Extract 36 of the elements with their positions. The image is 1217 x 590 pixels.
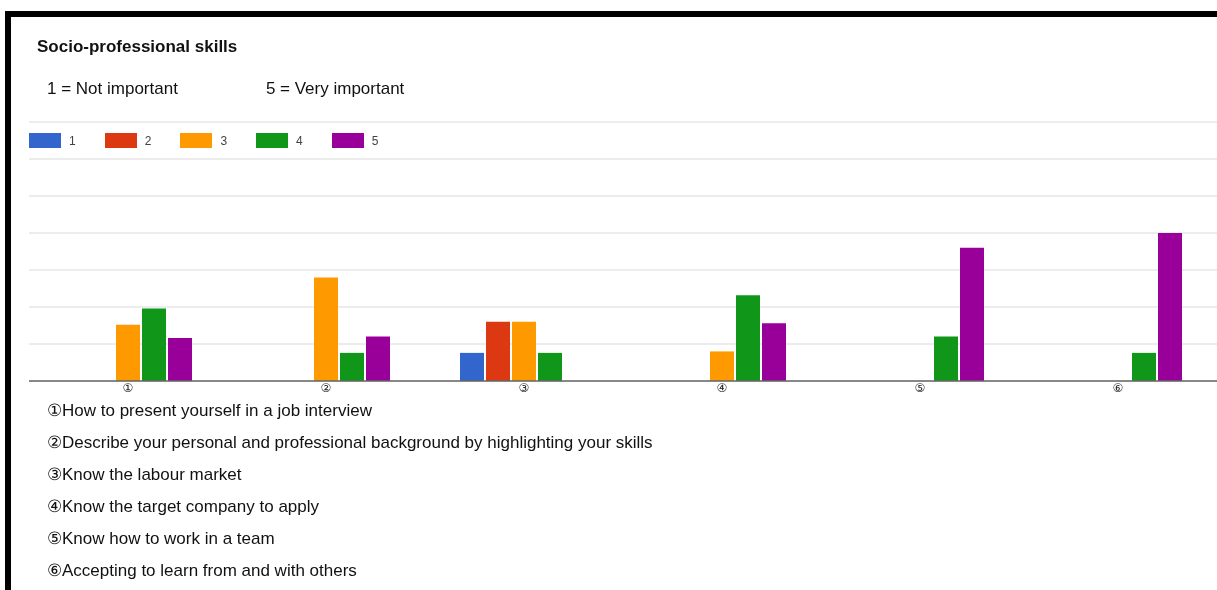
- x-tick-label: ③: [518, 380, 530, 395]
- legend-label: 1: [69, 133, 76, 148]
- bar: [538, 352, 562, 381]
- legend-label: 5: [371, 133, 379, 148]
- text: ②Describe your personal and professional background by highlighting your skills: [47, 432, 653, 454]
- bar: [460, 352, 484, 381]
- bar: [1132, 352, 1156, 381]
- bar: [736, 295, 760, 381]
- x-tick-label: ④: [716, 380, 728, 395]
- chart-title: Socio-professional skills: [37, 37, 238, 57]
- text: ⑥Accepting to learn from and with others: [47, 560, 358, 582]
- bar: [314, 277, 338, 381]
- bar: [366, 336, 390, 381]
- x-tick-label: ②: [320, 380, 332, 395]
- bar: [934, 336, 958, 381]
- bar: [1158, 233, 1182, 381]
- bar: [340, 352, 364, 381]
- bar: [486, 321, 510, 381]
- bar: [960, 247, 984, 381]
- legend-label: 2: [144, 133, 152, 148]
- x-tick-label: ①: [122, 380, 134, 395]
- bar: [168, 338, 192, 381]
- bar: [142, 308, 166, 381]
- text: ①How to present yourself in a job interview: [47, 400, 373, 422]
- text: ④Know the target company to apply: [47, 496, 321, 518]
- x-tick-label: ⑥: [1112, 380, 1124, 395]
- bar: [116, 324, 140, 381]
- bar: [710, 351, 734, 381]
- text: ③Know the labour market: [47, 464, 243, 486]
- bar: [762, 323, 786, 381]
- bar: [512, 321, 536, 381]
- text: ⑤Know how to work in a team: [47, 528, 276, 550]
- text: 1 = Not important 5 = Very important: [47, 79, 405, 98]
- legend-label: 4: [296, 133, 303, 148]
- x-tick-label: ⑤: [914, 380, 926, 395]
- legend-label: 3: [220, 133, 228, 148]
